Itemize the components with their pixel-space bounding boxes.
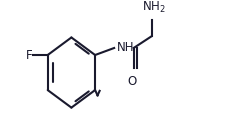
Text: NH: NH bbox=[117, 42, 134, 54]
Text: NH$_2$: NH$_2$ bbox=[142, 0, 166, 15]
Text: O: O bbox=[128, 75, 137, 88]
Text: F: F bbox=[26, 48, 32, 62]
